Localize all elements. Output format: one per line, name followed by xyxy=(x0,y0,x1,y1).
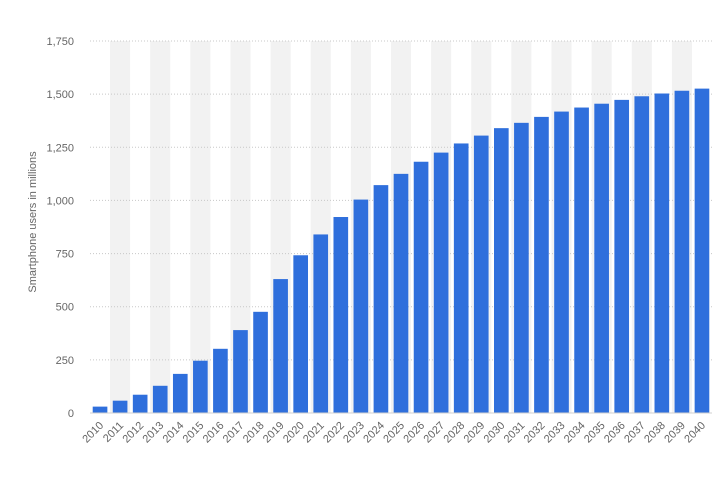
x-tick-label: 2018 xyxy=(241,420,267,446)
x-tick-label: 2039 xyxy=(662,420,688,446)
x-tick-label: 2034 xyxy=(562,420,588,446)
bar-2011 xyxy=(112,400,128,413)
x-tick-label: 2040 xyxy=(682,420,708,446)
bar-2024 xyxy=(373,185,389,413)
y-tick-label: 1,500 xyxy=(46,89,74,101)
bar-2029 xyxy=(473,135,489,413)
x-tick-label: 2019 xyxy=(261,420,287,446)
column-band xyxy=(150,41,171,413)
x-tick-label: 2035 xyxy=(582,420,608,446)
bar-2035 xyxy=(594,103,609,414)
bar-2026 xyxy=(413,161,429,413)
x-tick-label: 2026 xyxy=(401,420,427,446)
x-tick-label: 2020 xyxy=(281,420,307,446)
bar-2013 xyxy=(152,385,168,413)
y-tick-label: 1,250 xyxy=(46,142,74,154)
x-tick-label: 2015 xyxy=(181,420,207,446)
x-tick-label: 2032 xyxy=(522,420,548,446)
y-tick-label: 500 xyxy=(56,302,74,314)
bar-2040 xyxy=(694,88,710,413)
column-band xyxy=(110,41,131,413)
x-tick-label: 2014 xyxy=(161,420,187,446)
bar-2010 xyxy=(92,406,108,413)
bar-2017 xyxy=(233,330,248,413)
x-tick-label: 2022 xyxy=(321,420,347,446)
x-tick-label: 2010 xyxy=(80,420,106,446)
bar-2012 xyxy=(132,394,148,413)
y-tick-label: 250 xyxy=(56,355,74,367)
bars xyxy=(92,88,710,414)
bar-2023 xyxy=(353,199,369,413)
x-tick-label: 2016 xyxy=(201,420,227,446)
x-tick-label: 2023 xyxy=(341,420,367,446)
x-tick-label: 2038 xyxy=(642,420,668,446)
x-tick-label: 2033 xyxy=(542,420,568,446)
column-band xyxy=(190,41,211,413)
x-tick-label: 2036 xyxy=(602,420,628,446)
bar-2038 xyxy=(654,93,670,414)
x-tick-label: 2037 xyxy=(622,420,648,446)
bar-2030 xyxy=(493,128,509,413)
y-axis-label: Smartphone users in millions xyxy=(27,151,39,293)
x-tick-label: 2028 xyxy=(442,420,468,446)
bar-2025 xyxy=(393,173,409,413)
x-tick-label: 2011 xyxy=(101,420,126,445)
x-tick-label: 2029 xyxy=(462,420,488,446)
column-band xyxy=(230,41,251,413)
bar-2019 xyxy=(273,279,288,413)
x-axis-ticks: 2010201120122013201420152016201720182019… xyxy=(80,420,708,446)
bar-2031 xyxy=(514,122,529,413)
x-tick-label: 2013 xyxy=(141,420,167,446)
bar-2027 xyxy=(433,152,449,413)
y-tick-label: 1,750 xyxy=(46,36,74,48)
x-tick-label: 2012 xyxy=(120,420,146,446)
x-tick-label: 2030 xyxy=(482,420,508,446)
bar-2016 xyxy=(213,348,228,413)
bar-2015 xyxy=(193,360,208,413)
bar-2032 xyxy=(534,116,549,413)
x-tick-label: 2021 xyxy=(301,420,327,446)
bar-2018 xyxy=(253,311,268,413)
y-axis-ticks: 0 250 500 750 1,000 1,250 1,500 1,750 xyxy=(46,36,74,420)
y-tick-label: 1,000 xyxy=(46,195,74,207)
bar-2022 xyxy=(333,217,349,413)
x-tick-label: 2027 xyxy=(421,420,447,446)
x-tick-label: 2031 xyxy=(502,420,528,446)
bar-2036 xyxy=(614,99,630,413)
bar-2039 xyxy=(674,90,690,414)
bar-2021 xyxy=(313,234,329,413)
bar-2033 xyxy=(554,111,569,413)
bar-2014 xyxy=(172,373,188,413)
bar-2034 xyxy=(574,107,589,414)
bar-2037 xyxy=(634,96,650,414)
x-tick-label: 2024 xyxy=(361,420,387,446)
x-tick-label: 2025 xyxy=(381,420,407,446)
y-tick-label: 750 xyxy=(56,249,74,261)
y-tick-label: 0 xyxy=(68,408,74,420)
bar-2028 xyxy=(453,143,469,414)
x-tick-label: 2017 xyxy=(221,420,247,446)
bar-2020 xyxy=(293,255,309,413)
